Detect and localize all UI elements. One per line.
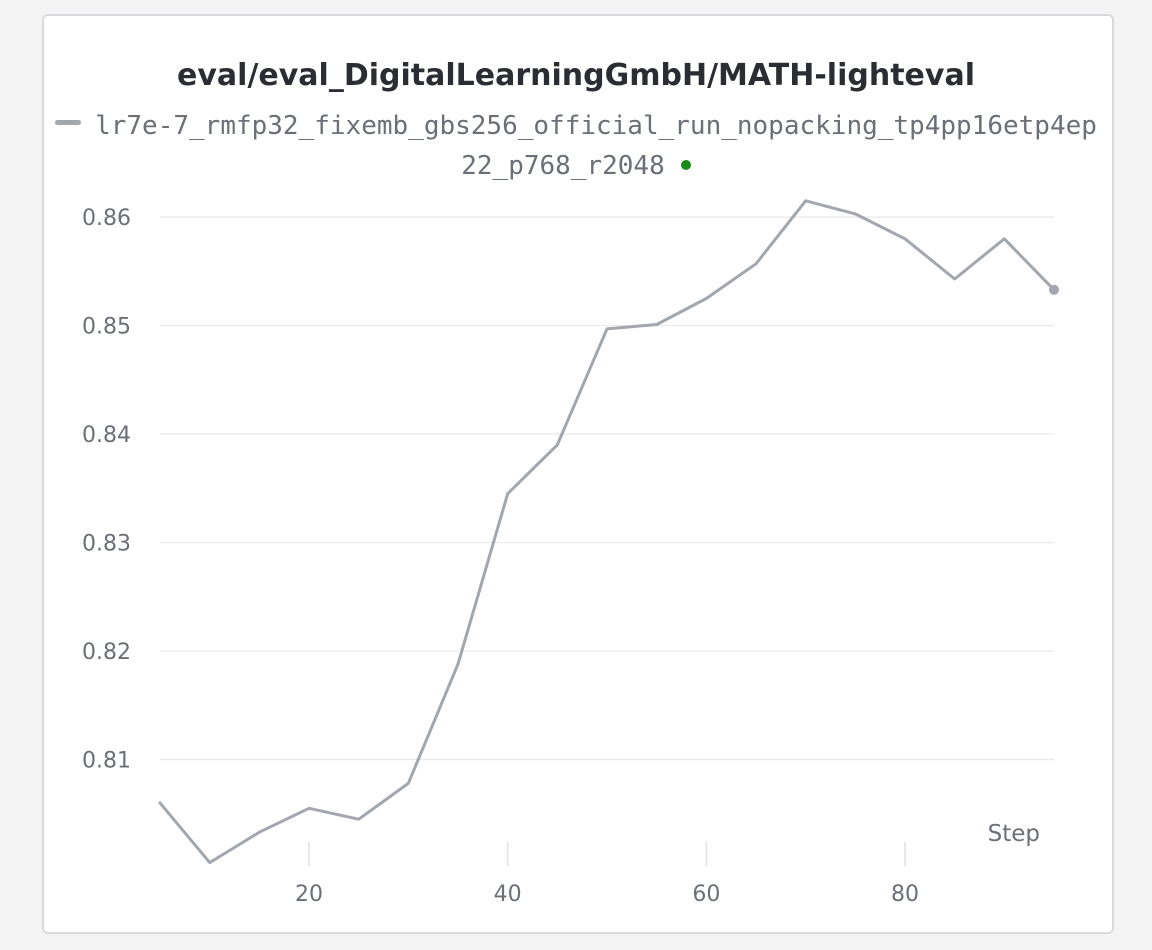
chart-title: eval/eval_DigitalLearningGmbH/MATH-light…	[177, 58, 975, 93]
legend-series-name: lr7e-7_rmfp32_fixemb_gbs256_official_run…	[95, 111, 1097, 181]
run-status-dot-icon	[680, 159, 691, 170]
grid-lines	[160, 216, 1054, 761]
y-tick-label: 0.82	[82, 640, 131, 665]
x-axis-ticks: 20 40 60 80	[295, 842, 919, 907]
last-data-point	[1049, 284, 1059, 295]
legend-swatch	[55, 120, 82, 125]
x-tick-label: 60	[692, 882, 720, 907]
y-tick-label: 0.85	[82, 315, 131, 340]
x-axis-label: Step	[988, 821, 1040, 847]
y-tick-label: 0.83	[82, 532, 131, 557]
x-tick-label: 20	[295, 882, 323, 907]
series-line	[158, 199, 1056, 865]
y-tick-label: 0.81	[82, 749, 131, 774]
y-tick-label: 0.84	[82, 423, 131, 448]
y-tick-label: 0.86	[82, 206, 131, 231]
x-tick-label: 40	[494, 882, 522, 907]
chart-legend[interactable]: lr7e-7_rmfp32_fixemb_gbs256_official_run…	[50, 106, 1102, 186]
y-axis-ticks: 0.81 0.82 0.83 0.84 0.85 0.86	[82, 206, 131, 773]
x-tick-label: 80	[891, 882, 919, 907]
chart-panel	[42, 14, 1114, 934]
